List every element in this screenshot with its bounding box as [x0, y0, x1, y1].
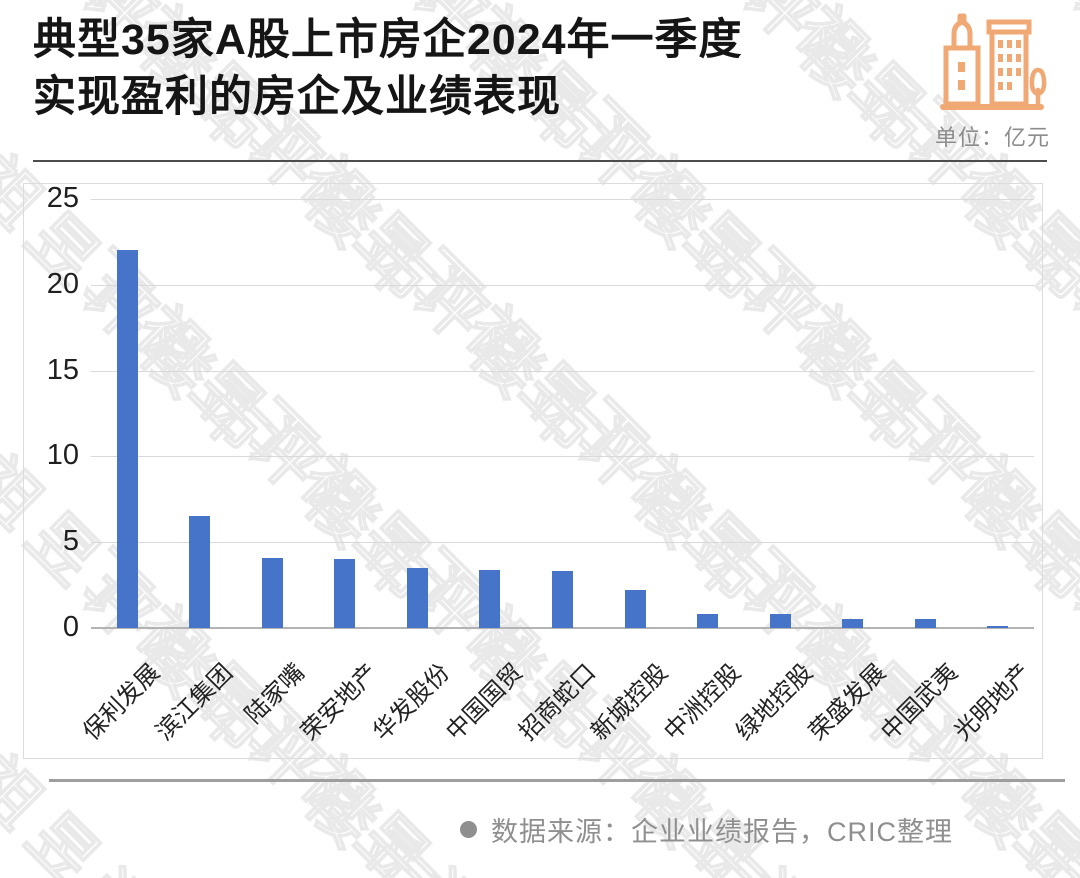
- x-axis-line: [91, 627, 1034, 629]
- page-title-line1: 典型35家A股上市房企2024年一季度: [33, 16, 743, 64]
- x-axis-label: 招商蛇口: [513, 658, 601, 746]
- bar-荣盛发展: [842, 619, 864, 628]
- x-axis-label: 中国武夷: [876, 658, 964, 746]
- x-axis-label: 新城控股: [586, 658, 674, 746]
- source-text: 数据来源：企业业绩报告，CRIC整理: [491, 817, 953, 847]
- y-tick-label: 15: [46, 353, 79, 386]
- bar-华发股份: [406, 568, 428, 628]
- y-tick-label: 25: [46, 182, 79, 214]
- bar-中洲控股: [697, 614, 719, 628]
- title-divider: [33, 160, 1047, 162]
- bar-中国国贸: [479, 570, 501, 628]
- gridline: [91, 199, 1034, 200]
- bar-陆家嘴: [261, 558, 283, 628]
- bullet-icon: [460, 821, 477, 838]
- bar-荣安地产: [334, 559, 356, 628]
- x-axis-label: 中国国贸: [441, 658, 528, 746]
- chart-panel: 0 5 10 15 20 25 保利发展 滨江集团 陆家嘴 荣安地产 华发股份 中国国贸 招商蛇口 新城控…: [23, 182, 1043, 759]
- bar-滨江集团: [189, 516, 211, 628]
- page-title: 典型35家A股上市房企2024年一季度 实现盈利的房企及业绩表现: [33, 12, 743, 126]
- y-tick-label: 0: [62, 611, 79, 643]
- bar-中国武夷: [914, 619, 936, 628]
- bar-光明地产: [987, 626, 1009, 628]
- bar-绿地控股: [769, 614, 791, 628]
- gridline: [91, 542, 1034, 544]
- gridline: [91, 456, 1034, 458]
- x-axis-label: 华发股份: [368, 658, 456, 746]
- page-title-line2: 实现盈利的房企及业绩表现: [33, 73, 561, 121]
- y-tick-label: 10: [46, 439, 79, 472]
- bar-招商蛇口: [552, 571, 573, 628]
- x-axis-label: 荣安地产: [295, 658, 383, 746]
- x-axis-label: 荣盛发展: [803, 658, 891, 746]
- x-axis-label: 滨江集团: [150, 658, 238, 746]
- bottom-divider: [49, 779, 1065, 782]
- buildings-icon: [932, 6, 1050, 114]
- x-axis-label: 绿地控股: [731, 658, 819, 746]
- bar-新城控股: [624, 590, 646, 628]
- gridline: [91, 370, 1034, 372]
- source-row: 数据来源：企业业绩报告，CRIC整理: [460, 810, 953, 849]
- x-axis-label: 光明地产: [948, 658, 1036, 746]
- gridline: [91, 284, 1034, 286]
- x-axis-label: 中洲控股: [658, 658, 746, 746]
- bar-保利发展: [116, 250, 138, 628]
- y-tick-label: 20: [46, 267, 79, 300]
- x-axis-label: 保利发展: [78, 658, 166, 746]
- unit-label: 单位：亿元: [934, 125, 1050, 150]
- y-tick-label: 5: [62, 525, 79, 558]
